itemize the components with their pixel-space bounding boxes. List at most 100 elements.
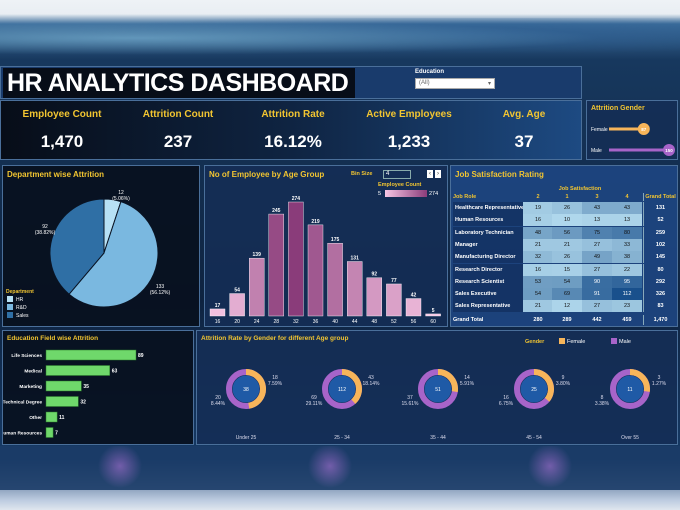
grand-total-cell: 442 — [592, 316, 602, 323]
edu-category-label: Human Resources — [3, 431, 42, 437]
education-bar-chart: Life Sciences 89 Medical 63 Marketing 35 Techn… — [3, 349, 144, 438]
edu-bar[interactable] — [45, 349, 137, 361]
age-bar[interactable] — [288, 201, 304, 317]
row-label: Laboratory Technician — [453, 226, 523, 239]
donut-total: 51 — [435, 387, 441, 393]
pie-label-pct: (5.06%) — [112, 196, 130, 202]
department-pie-chart: 12(5.06%) HR 133(56.12%) R&D 92(38.82%) Sales… — [6, 190, 170, 319]
age-bar-value: 219 — [311, 219, 320, 225]
age-tick-label: 52 — [391, 319, 397, 325]
bin-increase-button[interactable]: › — [435, 170, 441, 178]
table-cell: 75 — [582, 226, 612, 239]
age-bar[interactable] — [229, 293, 245, 317]
female-pct: 3.80% — [556, 381, 571, 387]
table-cell: 91 — [582, 288, 612, 301]
total-header: Grand Total — [643, 193, 677, 201]
age-bar[interactable] — [405, 298, 422, 317]
row-label: Sales Executive — [453, 288, 523, 301]
job-satisfaction-panel: Job Satisfaction Rating Job Satisfaction… — [450, 165, 678, 327]
donut-female-segment[interactable] — [437, 369, 458, 393]
row-label: Research Scientist — [453, 275, 523, 288]
age-bar-value: 92 — [372, 272, 378, 278]
pie-slice-sales[interactable] — [49, 198, 105, 295]
edu-bar-value: 35 — [83, 384, 89, 390]
age-bar[interactable] — [209, 308, 226, 317]
donut-female-segment[interactable] — [341, 369, 362, 404]
table-cell: 80 — [612, 226, 642, 239]
edu-bar[interactable] — [45, 427, 54, 438]
kpi-panel: Employee Count 1,470 Attrition Count 237… — [0, 100, 582, 160]
age-bar-value: 131 — [351, 255, 360, 261]
male-count: 16 — [503, 395, 509, 401]
age-bar[interactable] — [366, 277, 383, 317]
grand-total-cell: 280 — [533, 316, 543, 323]
table-cell: 54 — [552, 275, 582, 288]
education-attrition-title: Education Field wise Attrition — [7, 335, 99, 342]
age-tick-label: 48 — [372, 319, 378, 325]
table-cell: 16 — [523, 214, 553, 227]
edu-bar[interactable] — [45, 396, 79, 407]
age-group-label: 35 - 44 — [430, 435, 446, 441]
legend-female-swatch — [559, 338, 565, 344]
age-bar-value: 274 — [292, 196, 301, 202]
kpi-employee-count-label: Employee Count — [22, 109, 102, 120]
age-bar[interactable] — [249, 257, 265, 317]
table-cell: 27 — [582, 263, 612, 276]
female-count: 14 — [464, 375, 470, 381]
edu-category-label: Marketing — [19, 384, 42, 390]
bin-decrease-button[interactable]: ‹ — [427, 170, 433, 178]
donut-female-segment[interactable] — [245, 369, 266, 409]
table-cell: 38 — [612, 251, 642, 264]
age-tick-label: 24 — [254, 319, 260, 325]
edu-bar-value: 89 — [138, 353, 144, 359]
donut-female-segment[interactable] — [629, 369, 650, 392]
gender-female-label: Female — [591, 127, 608, 133]
edu-bar[interactable] — [45, 411, 58, 423]
edu-bar[interactable] — [45, 365, 110, 376]
age-bar-value: 77 — [391, 278, 397, 284]
male-pct: 29.11% — [306, 401, 323, 407]
kpi-attrition-rate-value: 16.12% — [264, 132, 322, 151]
gender-female-bar — [609, 127, 644, 131]
row-header: Job Role — [453, 194, 477, 200]
legend-swatch — [7, 296, 13, 302]
gender-male-bar — [609, 148, 669, 152]
bin-size-input[interactable]: 4 — [383, 170, 411, 179]
female-count: 18 — [272, 375, 278, 381]
pie-slice-rd[interactable] — [68, 201, 159, 308]
female-pct: 1.27% — [652, 381, 667, 387]
title-bar: HR ANALYTICS DASHBOARD Education (All) ▾ — [0, 66, 582, 99]
donut-female-segment[interactable] — [533, 369, 554, 402]
edu-bar[interactable] — [45, 380, 82, 392]
age-bar[interactable] — [386, 283, 402, 317]
table-cell: 16 — [523, 263, 553, 276]
donut-total: 25 — [531, 387, 537, 393]
row-label: Manager — [453, 238, 523, 251]
age-bar[interactable] — [425, 313, 441, 317]
age-bar[interactable] — [268, 213, 284, 317]
kpi-avg-age-label: Avg. Age — [502, 109, 546, 120]
male-count: 20 — [215, 395, 221, 401]
employee-count-legend-title: Employee Count — [378, 182, 422, 188]
age-bar[interactable] — [307, 224, 324, 317]
age-bar[interactable] — [346, 261, 363, 317]
row-total: 145 — [643, 251, 677, 264]
background-blur-bottom — [0, 446, 680, 490]
gender-male-label: Male — [591, 148, 602, 154]
row-total: 80 — [643, 263, 677, 276]
table-cell: 26 — [552, 251, 582, 264]
donut-center — [520, 375, 548, 403]
gender-age-panel: 38 18 7.59% 20 8.44% Under 25 112 43 18.14% 69 29.… — [196, 330, 678, 445]
age-tick-label: 44 — [352, 319, 358, 325]
legend-swatch — [7, 312, 13, 318]
table-cell: 32 — [523, 251, 553, 264]
row-total: 131 — [643, 202, 677, 214]
legend-label: HR — [16, 297, 24, 303]
education-filter[interactable]: (All) ▾ — [415, 78, 495, 89]
education-filter-value: (All) — [419, 80, 430, 86]
edu-category-label: Technical Degree — [3, 400, 42, 406]
gender-female-value: 87 — [641, 127, 647, 132]
age-bar[interactable] — [327, 242, 343, 317]
edu-category-label: Other — [29, 415, 42, 421]
legend-title: Department — [6, 289, 34, 295]
